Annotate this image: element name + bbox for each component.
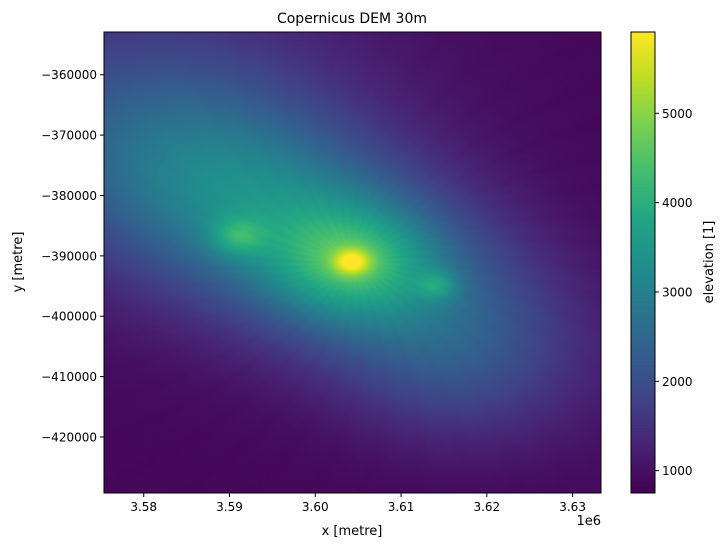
colorbar-frame bbox=[630, 31, 656, 494]
y-tick-label: −370000 bbox=[41, 129, 97, 143]
x-axis-label: x [metre] bbox=[322, 524, 383, 539]
colorbar-gradient bbox=[631, 32, 655, 493]
elevation-heatmap bbox=[104, 32, 601, 493]
x-tick-label: 3.59 bbox=[216, 500, 243, 514]
colorbar-tick-label: 3000 bbox=[662, 285, 693, 299]
x-tick-label: 3.61 bbox=[388, 500, 415, 514]
y-tick-label: −390000 bbox=[41, 249, 97, 263]
colorbar-tick-label: 5000 bbox=[662, 107, 693, 121]
x-tick-label: 3.60 bbox=[302, 500, 329, 514]
y-tick-label: −400000 bbox=[41, 310, 97, 324]
y-axis-label: y [metre] bbox=[11, 232, 26, 293]
x-ticks: 3.58 3.59 3.60 3.61 3.62 3.63 bbox=[130, 493, 586, 514]
x-tick-label: 3.63 bbox=[559, 500, 586, 514]
y-tick-label: −420000 bbox=[41, 430, 97, 444]
x-tick-label: 3.62 bbox=[473, 500, 500, 514]
colorbar-tick-label: 1000 bbox=[662, 464, 693, 478]
chart-title: Copernicus DEM 30m bbox=[277, 11, 427, 27]
colorbar-tick-label: 4000 bbox=[662, 196, 693, 210]
colorbar-label: elevation [1] bbox=[702, 221, 717, 304]
y-tick-label: −380000 bbox=[41, 189, 97, 203]
y-tick-label: −410000 bbox=[41, 370, 97, 384]
x-tick-label: 3.58 bbox=[130, 500, 157, 514]
colorbar-tick-label: 2000 bbox=[662, 375, 693, 389]
plot-frame bbox=[103, 31, 602, 494]
y-tick-label: −360000 bbox=[41, 68, 97, 82]
colorbar-ticks: 1000 2000 3000 4000 5000 bbox=[655, 107, 693, 478]
x-offset-label: 1e6 bbox=[576, 514, 601, 529]
y-ticks: −360000 −370000 −380000 −390000 −400000 −4100… bbox=[41, 68, 104, 444]
